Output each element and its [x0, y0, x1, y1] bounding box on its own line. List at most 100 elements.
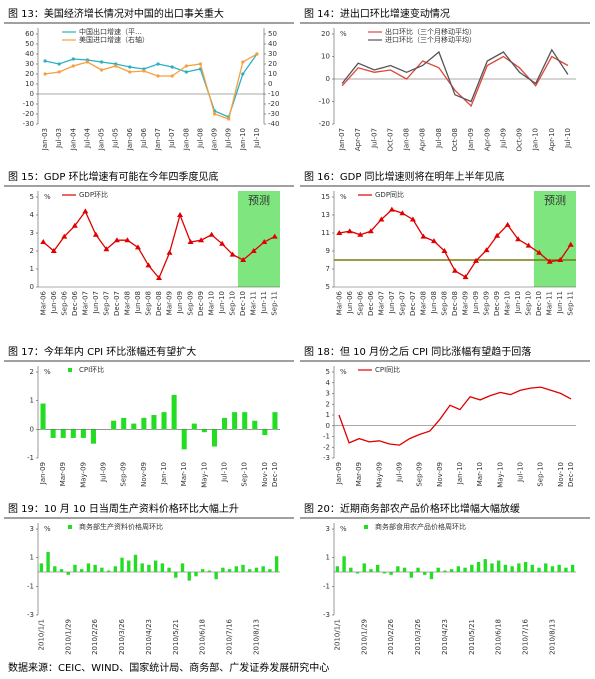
- bar: [550, 566, 555, 572]
- line: [341, 55, 569, 108]
- y2-tick-label: 20: [268, 60, 277, 68]
- marker: [198, 62, 203, 66]
- y-tick-label: 2: [30, 368, 34, 376]
- bar: [423, 572, 427, 575]
- bar: [174, 572, 178, 578]
- y-tick-label: 1: [326, 554, 330, 562]
- y-tick-label: 0: [326, 75, 330, 83]
- x-tick-label: 2010/4/23: [441, 619, 449, 655]
- marker: [229, 251, 236, 257]
- x-tick-label: Apr-08: [419, 128, 427, 151]
- figure-title: 图 14：进出口环比增速变动情况: [304, 7, 450, 20]
- y-tick-label: -30: [23, 120, 34, 128]
- y-tick-label: 4: [326, 379, 331, 387]
- y-tick-label: 30: [25, 60, 34, 68]
- x-tick-label: 2010/8/13: [548, 619, 556, 655]
- bar: [70, 429, 76, 438]
- x-tick-label: 2010/3/26: [118, 618, 126, 654]
- x-tick-label: Mar-11: [546, 291, 554, 315]
- marker: [71, 57, 75, 61]
- marker: [145, 262, 152, 268]
- x-tick-label: Jan-09: [39, 462, 47, 485]
- marker: [128, 70, 132, 74]
- marker: [124, 237, 131, 243]
- bar: [355, 572, 360, 574]
- legend-label: GDP环比: [79, 190, 108, 199]
- bar: [201, 429, 207, 433]
- x-tick-label: Jan-08: [182, 128, 190, 151]
- y-tick-label: 7: [326, 265, 330, 273]
- legend-label: 进口环比（三个月移动平均）: [385, 35, 476, 44]
- bar: [376, 564, 380, 572]
- marker: [250, 248, 257, 253]
- marker: [240, 257, 247, 262]
- y-tick-label: -3: [323, 454, 330, 462]
- forecast-region: [533, 191, 576, 287]
- marker: [483, 247, 490, 253]
- y-tick-label: 3: [30, 525, 34, 533]
- marker: [399, 210, 406, 216]
- x-tick-label: 2010/3/26: [414, 618, 422, 654]
- x-tick-label: Jan-10: [532, 128, 540, 151]
- marker: [184, 64, 188, 68]
- x-tick-label: Mar-08: [123, 291, 131, 315]
- y-tick-label: 5: [326, 368, 330, 376]
- y-unit: %: [340, 368, 347, 376]
- x-tick-label: Dec-07: [409, 291, 417, 316]
- x-tick-label: 2010/1/29: [360, 619, 368, 655]
- bar: [214, 572, 218, 580]
- x-tick-label: Jan-07: [338, 128, 346, 151]
- y2-tick-label: 10: [268, 70, 277, 78]
- y-unit: %: [340, 525, 347, 533]
- legend-label: GDP同比: [375, 190, 404, 199]
- x-tick-label: Jul-10: [564, 128, 572, 149]
- forecast-label: 预测: [544, 194, 566, 207]
- y-tick-label: 0: [30, 90, 34, 98]
- marker: [441, 248, 448, 253]
- y-tick-label: 13: [321, 211, 330, 219]
- x-tick-label: Jan-04: [69, 127, 77, 151]
- y-tick-label: 5: [326, 283, 330, 291]
- y-tick-label: 60: [25, 30, 34, 38]
- bar: [564, 567, 568, 572]
- bar: [111, 420, 117, 430]
- y2-tick-label: -30: [268, 110, 279, 118]
- bar: [272, 412, 278, 430]
- x-tick-label: Sep-07: [102, 291, 110, 316]
- marker: [494, 232, 501, 238]
- marker: [336, 230, 343, 235]
- x-tick-label: Mar-10: [504, 291, 512, 315]
- bar: [342, 556, 346, 572]
- x-tick-label: Dec-09: [197, 291, 205, 316]
- x-tick-label: Mar-09: [166, 291, 174, 315]
- x-tick-label: Nov-10: [557, 462, 565, 487]
- bar: [503, 564, 508, 572]
- x-tick-label: Jan-10: [239, 128, 247, 151]
- x-tick-label: Mar-07: [81, 291, 89, 315]
- legend-swatch: [364, 525, 368, 529]
- x-tick-label: Jan-09: [335, 462, 343, 485]
- x-tick-label: Mar-07: [377, 291, 385, 315]
- y-tick-label: 3: [326, 390, 330, 398]
- bar: [497, 560, 501, 572]
- x-tick-label: 2010/2/26: [387, 618, 395, 654]
- marker: [184, 70, 188, 74]
- bar: [50, 429, 56, 438]
- bar: [80, 569, 84, 572]
- x-tick-label: Oct-08: [451, 128, 459, 152]
- x-tick-label: Mar-08: [419, 291, 427, 315]
- marker: [261, 239, 268, 244]
- x-tick-label: Sep-06: [60, 290, 68, 315]
- x-tick-label: Dec-08: [451, 291, 459, 316]
- x-tick-label: Jul-10: [517, 462, 525, 483]
- x-tick-label: Apr-07: [354, 128, 362, 151]
- marker: [85, 60, 90, 64]
- bar: [456, 566, 461, 572]
- bar: [510, 566, 514, 572]
- bar: [121, 417, 127, 430]
- bar: [106, 570, 111, 572]
- line: [338, 386, 572, 446]
- x-tick-label: Jun-09: [472, 291, 480, 314]
- x-tick-label: Jan-05: [98, 128, 106, 151]
